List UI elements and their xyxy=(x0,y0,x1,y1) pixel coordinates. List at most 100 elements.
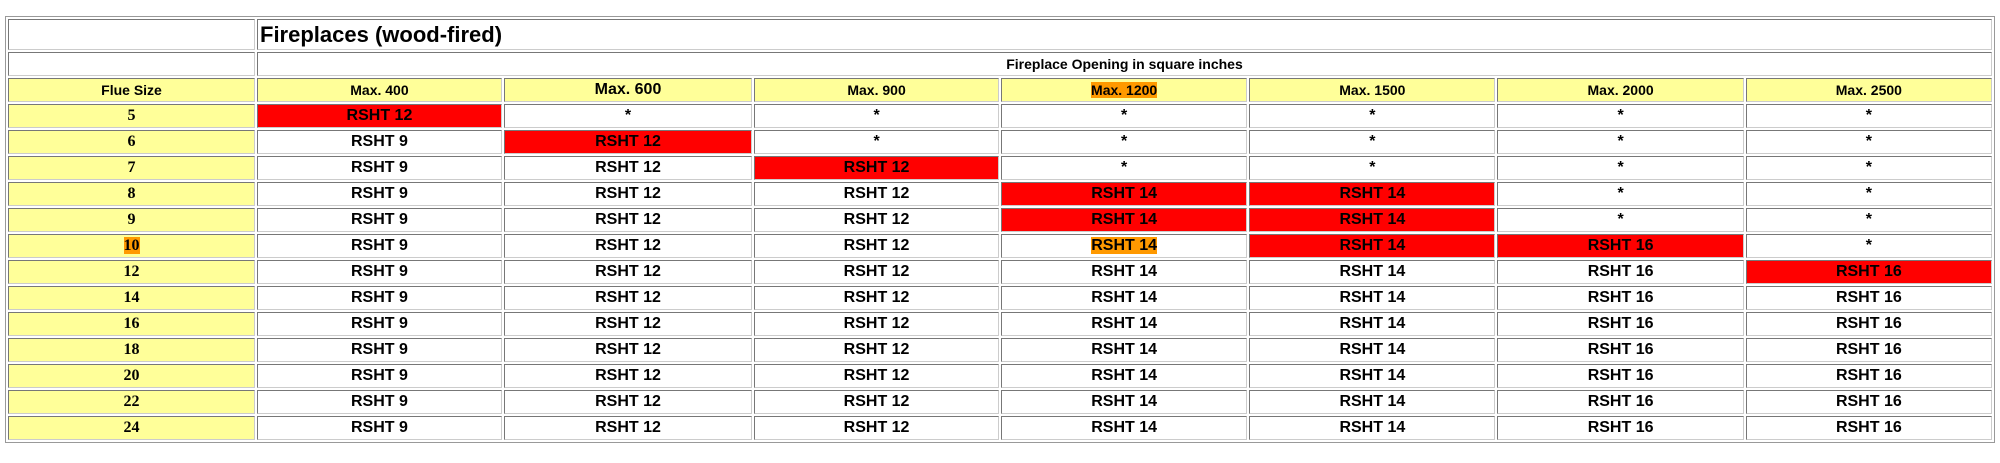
flue-size-value: 24 xyxy=(123,419,140,436)
model-value: RSHT 12 xyxy=(843,341,910,358)
model-cell: RSHT 16 xyxy=(1497,234,1744,258)
model-value: RSHT 12 xyxy=(843,289,910,306)
flue-size-cell: 6 xyxy=(8,130,255,154)
model-cell: * xyxy=(1001,156,1248,180)
model-cell: RSHT 16 xyxy=(1497,312,1744,336)
model-cell: RSHT 9 xyxy=(257,260,502,284)
column-header: Flue Size xyxy=(8,78,255,102)
table-row: 16 RSHT 9 RSHT 12 RSHT 12 RSHT 14 RSHT 14 RSHT… xyxy=(8,312,1992,336)
model-value: RSHT 14 xyxy=(1091,289,1158,306)
model-value: RSHT 12 xyxy=(595,237,661,254)
model-value: RSHT 14 xyxy=(1091,419,1158,436)
flue-size-value: 16 xyxy=(123,315,140,332)
model-value: * xyxy=(1121,133,1128,150)
model-value: RSHT 9 xyxy=(350,419,408,436)
model-value: RSHT 9 xyxy=(350,185,408,202)
model-value: RSHT 16 xyxy=(1587,419,1654,436)
model-cell: RSHT 16 xyxy=(1497,390,1744,414)
model-value: * xyxy=(1865,107,1872,124)
model-cell: * xyxy=(1497,208,1744,232)
model-cell: RSHT 14 xyxy=(1001,364,1248,388)
column-header-label: Max. 600 xyxy=(594,81,662,98)
model-value: RSHT 16 xyxy=(1835,393,1902,410)
model-value: RSHT 12 xyxy=(595,367,661,384)
model-value: RSHT 16 xyxy=(1587,263,1654,280)
model-value: RSHT 9 xyxy=(350,315,408,332)
model-value: RSHT 9 xyxy=(350,289,408,306)
model-value: * xyxy=(1617,107,1624,124)
model-value: * xyxy=(1369,133,1376,150)
model-cell: RSHT 16 xyxy=(1745,338,1992,362)
model-value: * xyxy=(873,107,880,124)
model-cell: RSHT 16 xyxy=(1745,416,1992,440)
model-value: RSHT 12 xyxy=(843,237,910,254)
model-value: RSHT 12 xyxy=(843,315,910,332)
column-header-label: Max. 1500 xyxy=(1339,82,1406,98)
flue-size-value: 20 xyxy=(123,367,140,384)
model-cell: RSHT 16 xyxy=(1745,312,1992,336)
model-value: * xyxy=(1617,133,1624,150)
model-cell: RSHT 14 xyxy=(1001,182,1248,206)
model-value: RSHT 16 xyxy=(1587,289,1654,306)
model-value: * xyxy=(624,107,632,124)
model-cell: * xyxy=(1249,104,1496,128)
model-cell: RSHT 12 xyxy=(754,182,999,206)
column-header: Max. 2000 xyxy=(1497,78,1744,102)
flue-size-cell: 8 xyxy=(8,182,255,206)
flue-size-value: 8 xyxy=(127,185,136,202)
model-value: RSHT 9 xyxy=(350,133,408,150)
model-value: RSHT 12 xyxy=(595,185,661,202)
model-value: * xyxy=(1865,237,1872,254)
model-value: RSHT 12 xyxy=(595,211,661,228)
model-cell: RSHT 9 xyxy=(257,130,502,154)
empty-cell xyxy=(8,52,255,76)
model-cell: RSHT 14 xyxy=(1001,260,1248,284)
model-cell: RSHT 9 xyxy=(257,312,502,336)
flue-size-value: 6 xyxy=(127,133,136,150)
flue-size-value: 14 xyxy=(123,289,140,306)
model-cell: RSHT 12 xyxy=(754,416,999,440)
model-cell: RSHT 14 xyxy=(1001,234,1248,258)
model-cell: * xyxy=(503,104,753,128)
model-value: RSHT 9 xyxy=(350,237,408,254)
model-cell: RSHT 12 xyxy=(754,208,999,232)
model-cell: RSHT 16 xyxy=(1745,286,1992,310)
model-cell: RSHT 14 xyxy=(1249,312,1496,336)
model-value: RSHT 14 xyxy=(1091,237,1158,254)
model-value: RSHT 16 xyxy=(1835,289,1902,306)
model-cell: * xyxy=(1001,104,1248,128)
flue-size-cell: 12 xyxy=(8,260,255,284)
model-value: * xyxy=(873,133,880,150)
model-value: RSHT 12 xyxy=(595,341,661,358)
model-cell: RSHT 14 xyxy=(1001,312,1248,336)
model-value: RSHT 14 xyxy=(1091,211,1158,228)
flue-size-cell: 5 xyxy=(8,104,255,128)
model-cell: RSHT 12 xyxy=(503,182,753,206)
table-row: 12 RSHT 9 RSHT 12 RSHT 12 RSHT 14 RSHT 14 RSHT… xyxy=(8,260,1992,284)
model-cell: * xyxy=(1249,130,1496,154)
model-value: RSHT 16 xyxy=(1587,237,1654,254)
column-header-label: Max. 2500 xyxy=(1835,82,1902,98)
model-cell: RSHT 14 xyxy=(1249,364,1496,388)
model-value: * xyxy=(1369,159,1376,176)
model-cell: * xyxy=(1745,156,1992,180)
model-value: RSHT 14 xyxy=(1339,367,1406,384)
model-value: * xyxy=(1865,185,1872,202)
flue-size-cell: 22 xyxy=(8,390,255,414)
model-value: RSHT 16 xyxy=(1835,315,1902,332)
table-row: 5 RSHT 12 * * * * * * xyxy=(8,104,1992,128)
model-cell: RSHT 9 xyxy=(257,208,502,232)
model-cell: RSHT 14 xyxy=(1001,390,1248,414)
model-value: RSHT 14 xyxy=(1091,263,1158,280)
model-cell: * xyxy=(1497,156,1744,180)
model-cell: RSHT 14 xyxy=(1001,338,1248,362)
model-cell: * xyxy=(1745,182,1992,206)
model-cell: RSHT 12 xyxy=(503,286,753,310)
model-cell: RSHT 12 xyxy=(754,286,999,310)
model-value: RSHT 9 xyxy=(350,263,408,280)
table-row: 7 RSHT 9 RSHT 12 RSHT 12 * * * * xyxy=(8,156,1992,180)
column-header: Max. 2500 xyxy=(1745,78,1992,102)
model-cell: RSHT 12 xyxy=(503,364,753,388)
model-cell: RSHT 16 xyxy=(1497,416,1744,440)
model-cell: RSHT 14 xyxy=(1249,338,1496,362)
